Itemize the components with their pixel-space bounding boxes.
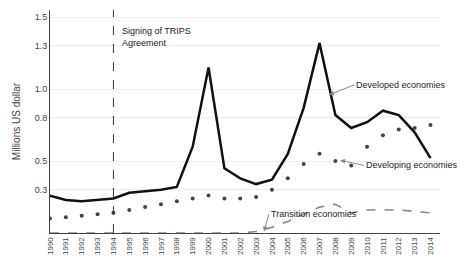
svg-text:1992: 1992: [77, 237, 86, 255]
svg-text:1996: 1996: [141, 237, 150, 255]
svg-text:1994: 1994: [109, 237, 118, 255]
svg-text:2005: 2005: [283, 237, 292, 255]
svg-text:2013: 2013: [410, 237, 419, 255]
svg-text:1.5: 1.5: [35, 12, 48, 22]
svg-text:2011: 2011: [379, 237, 388, 255]
svg-text:1995: 1995: [125, 237, 134, 255]
svg-text:2004: 2004: [268, 237, 277, 255]
svg-text:0.5: 0.5: [35, 156, 48, 166]
svg-text:1991: 1991: [61, 237, 70, 255]
svg-text:2002: 2002: [236, 237, 245, 255]
svg-text:Developing economies: Developing economies: [366, 160, 458, 170]
svg-text:1.0: 1.0: [35, 84, 48, 94]
svg-text:1990: 1990: [46, 237, 55, 255]
svg-text:2008: 2008: [331, 237, 340, 255]
svg-text:2007: 2007: [315, 237, 324, 255]
svg-text:2012: 2012: [394, 237, 403, 255]
svg-text:Developed economies: Developed economies: [356, 80, 446, 90]
svg-text:0.3: 0.3: [35, 185, 48, 195]
svg-text:0.8: 0.8: [35, 113, 48, 123]
svg-text:1997: 1997: [157, 237, 166, 255]
svg-text:1998: 1998: [172, 237, 181, 255]
svg-text:Millions US dollar: Millions US dollar: [11, 82, 22, 160]
svg-text:2009: 2009: [347, 237, 356, 255]
svg-text:Transition economies: Transition economies: [271, 209, 357, 219]
svg-text:2001: 2001: [220, 237, 229, 255]
svg-text:Signing of TRIPSAgreement: Signing of TRIPSAgreement: [122, 26, 191, 48]
svg-text:2006: 2006: [299, 237, 308, 255]
svg-text:2010: 2010: [363, 237, 372, 255]
svg-text:1999: 1999: [188, 237, 197, 255]
svg-text:2003: 2003: [252, 237, 261, 255]
svg-text:1993: 1993: [93, 237, 102, 255]
svg-text:2000: 2000: [204, 237, 213, 255]
svg-text:1.3: 1.3: [35, 41, 48, 51]
svg-text:2014: 2014: [426, 237, 435, 255]
